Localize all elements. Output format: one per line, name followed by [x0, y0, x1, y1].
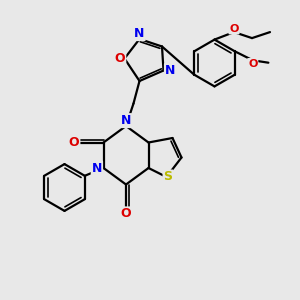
Text: N: N [134, 27, 145, 40]
Text: O: O [229, 23, 239, 34]
Text: O: O [115, 52, 125, 65]
Text: N: N [92, 161, 102, 175]
Text: N: N [121, 114, 131, 127]
Text: N: N [165, 64, 175, 77]
Text: S: S [164, 170, 172, 184]
Text: O: O [248, 59, 257, 69]
Text: O: O [69, 136, 80, 149]
Text: O: O [121, 207, 131, 220]
